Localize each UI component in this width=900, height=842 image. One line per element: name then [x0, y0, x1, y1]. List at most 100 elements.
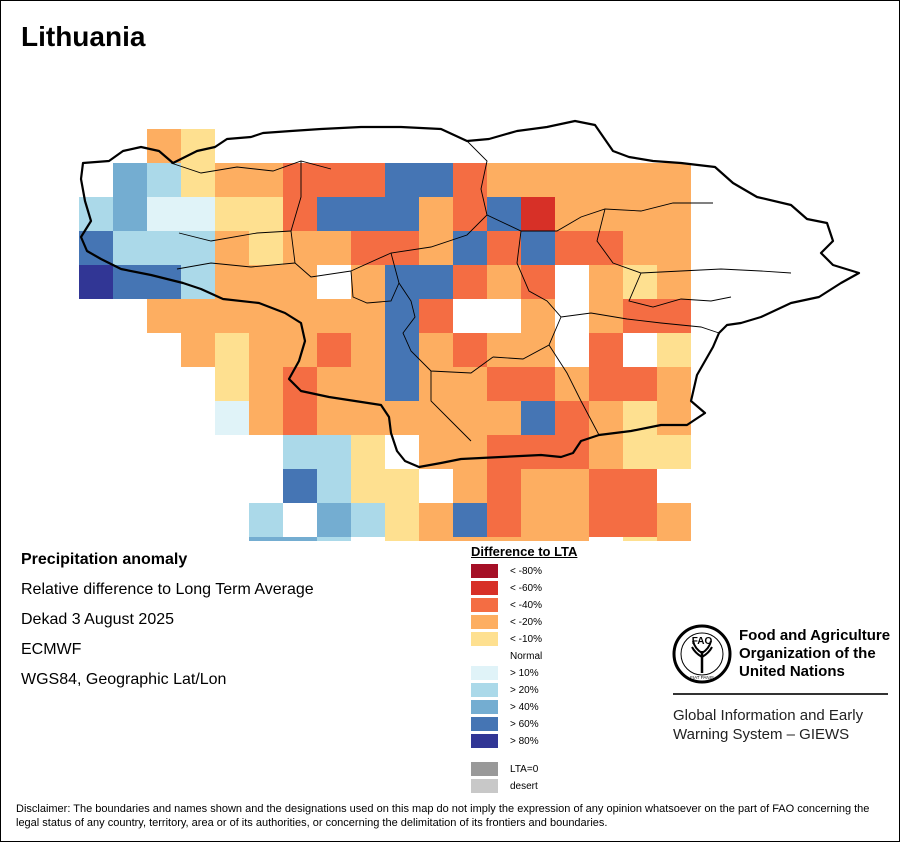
disclaimer: Disclaimer: The boundaries and names sho…: [16, 803, 870, 829]
info-line-4: WGS84, Geographic Lat/Lon: [21, 671, 227, 688]
grid-cell: [351, 469, 385, 503]
grid-cell: [385, 163, 419, 197]
legend-label: > 80%: [510, 735, 539, 747]
grid-cell: [249, 503, 283, 537]
grid-cell: [521, 197, 555, 231]
grid-cell: [283, 469, 317, 503]
grid-cell: [555, 197, 589, 231]
grid-cell: [419, 537, 453, 541]
legend-label: < -40%: [510, 599, 542, 611]
grid-cell: [181, 197, 215, 231]
grid-cell: [589, 197, 623, 231]
grid-cell: [623, 367, 657, 401]
grid-cell: [623, 231, 657, 265]
grid-cell: [453, 503, 487, 537]
grid-cell: [419, 299, 453, 333]
info-line-2: Dekad 3 August 2025: [21, 611, 175, 628]
grid-cell: [589, 265, 623, 299]
grid-cell: [113, 231, 147, 265]
legend-item: < -60%: [471, 581, 542, 595]
grid-cell: [555, 503, 589, 537]
legend-label: > 40%: [510, 701, 539, 713]
grid-cell: [283, 163, 317, 197]
grid-cell: [283, 537, 317, 541]
legend-swatch: [471, 632, 498, 646]
grid-cell: [453, 401, 487, 435]
grid-cell: [351, 503, 385, 537]
legend-label: LTA=0: [510, 763, 539, 775]
grid-cell: [555, 231, 589, 265]
grid-cell: [215, 163, 249, 197]
grid-cell: [317, 401, 351, 435]
legend-extra-item: desert: [471, 779, 538, 793]
grid-cell: [657, 163, 691, 197]
legend-swatch: [471, 564, 498, 578]
grid-cell: [589, 163, 623, 197]
grid-cell: [589, 401, 623, 435]
grid-cell: [79, 231, 113, 265]
grid-cell: [283, 265, 317, 299]
legend-swatch: [471, 734, 498, 748]
grid-cell: [453, 469, 487, 503]
grid-cell: [79, 197, 113, 231]
giews-name: Global Information and Early Warning Sys…: [673, 706, 863, 744]
grid-cell: [521, 231, 555, 265]
legend-extra-item: LTA=0: [471, 762, 538, 776]
legend-swatch: [471, 779, 498, 793]
grid-cell: [487, 231, 521, 265]
grid-cell: [385, 537, 419, 541]
legend-swatch: [471, 700, 498, 714]
grid-cell: [589, 367, 623, 401]
legend-item: < -10%: [471, 632, 542, 646]
grid-cell: [215, 333, 249, 367]
grid-cell: [113, 163, 147, 197]
grid-cell: [521, 265, 555, 299]
legend-label: < -20%: [510, 616, 542, 628]
grid-cell: [351, 299, 385, 333]
grid-cell: [283, 333, 317, 367]
info-heading: Precipitation anomaly: [21, 551, 188, 568]
fao-logo-motto: FIAT PANIS: [690, 675, 714, 680]
legend-item: < -20%: [471, 615, 542, 629]
grid-cell: [385, 503, 419, 537]
grid-cell: [385, 197, 419, 231]
grid-cell: [215, 367, 249, 401]
legend-label: < -60%: [510, 582, 542, 594]
grid-cell: [385, 333, 419, 367]
fao-logo-icon: FAO FIAT PANIS: [672, 624, 732, 684]
legend-label: < -10%: [510, 633, 542, 645]
grid-cell: [555, 537, 589, 541]
fao-divider: [673, 693, 888, 695]
legend-label: > 20%: [510, 684, 539, 696]
grid-cell: [181, 129, 215, 163]
grid-cell: [657, 401, 691, 435]
legend-item: > 60%: [471, 717, 539, 731]
legend-title: Difference to LTA: [471, 544, 578, 559]
grid-cell: [487, 197, 521, 231]
grid-cell: [521, 367, 555, 401]
grid-cell: [521, 401, 555, 435]
fao-name-line-1: Food and Agriculture: [739, 627, 891, 644]
grid-cell: [487, 469, 521, 503]
grid-cell: [249, 265, 283, 299]
grid-cell: [351, 401, 385, 435]
legend-swatch: [471, 581, 498, 595]
grid-cell: [589, 435, 623, 469]
grid-cell: [317, 197, 351, 231]
grid-cell: [215, 197, 249, 231]
fao-name-line-3: United Nations: [739, 663, 845, 680]
grid-cell: [215, 231, 249, 265]
grid-cell: [351, 265, 385, 299]
grid-cell: [147, 163, 181, 197]
info-line-3: ECMWF: [21, 641, 82, 658]
legend-label: desert: [510, 780, 538, 792]
grid-cell: [623, 435, 657, 469]
grid-cell: [623, 163, 657, 197]
grid-cell: [419, 265, 453, 299]
grid-cell: [657, 265, 691, 299]
fao-logo-text: FAO: [692, 636, 713, 647]
grid-cell: [385, 367, 419, 401]
grid-cell: [351, 435, 385, 469]
grid-cell: [487, 435, 521, 469]
